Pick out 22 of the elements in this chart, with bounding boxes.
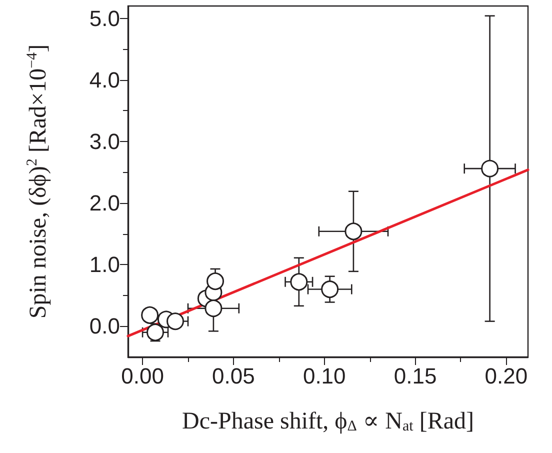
point [321, 280, 339, 298]
x-tick-label: 0.15 [394, 364, 437, 388]
point [166, 312, 184, 330]
point [141, 306, 159, 324]
point [344, 222, 362, 240]
y-tick-label: 3.0 [89, 128, 120, 154]
y-tick-label: 2.0 [89, 190, 120, 216]
y-tick-label: 5.0 [89, 6, 120, 31]
x-tick-label: 0.10 [302, 364, 346, 388]
y-axis-title: Spin noise, (δϕ)2 [Rad×10−4] [24, 44, 52, 319]
point [146, 324, 164, 342]
x-tick-label: 0.20 [484, 364, 528, 388]
y-tick-label: 1.0 [89, 252, 120, 278]
point [204, 300, 222, 318]
point [290, 273, 308, 291]
point [206, 272, 224, 290]
x-tick-label: 0.05 [212, 364, 255, 388]
y-tick-label: 0.0 [89, 314, 120, 339]
point [481, 160, 499, 178]
y-tick-label: 4.0 [89, 67, 120, 92]
x-tick-label: 0.00 [121, 364, 164, 388]
x-axis-title: Dc-Phase shift, ϕΔ ∝ Nat [Rad] [182, 408, 474, 434]
